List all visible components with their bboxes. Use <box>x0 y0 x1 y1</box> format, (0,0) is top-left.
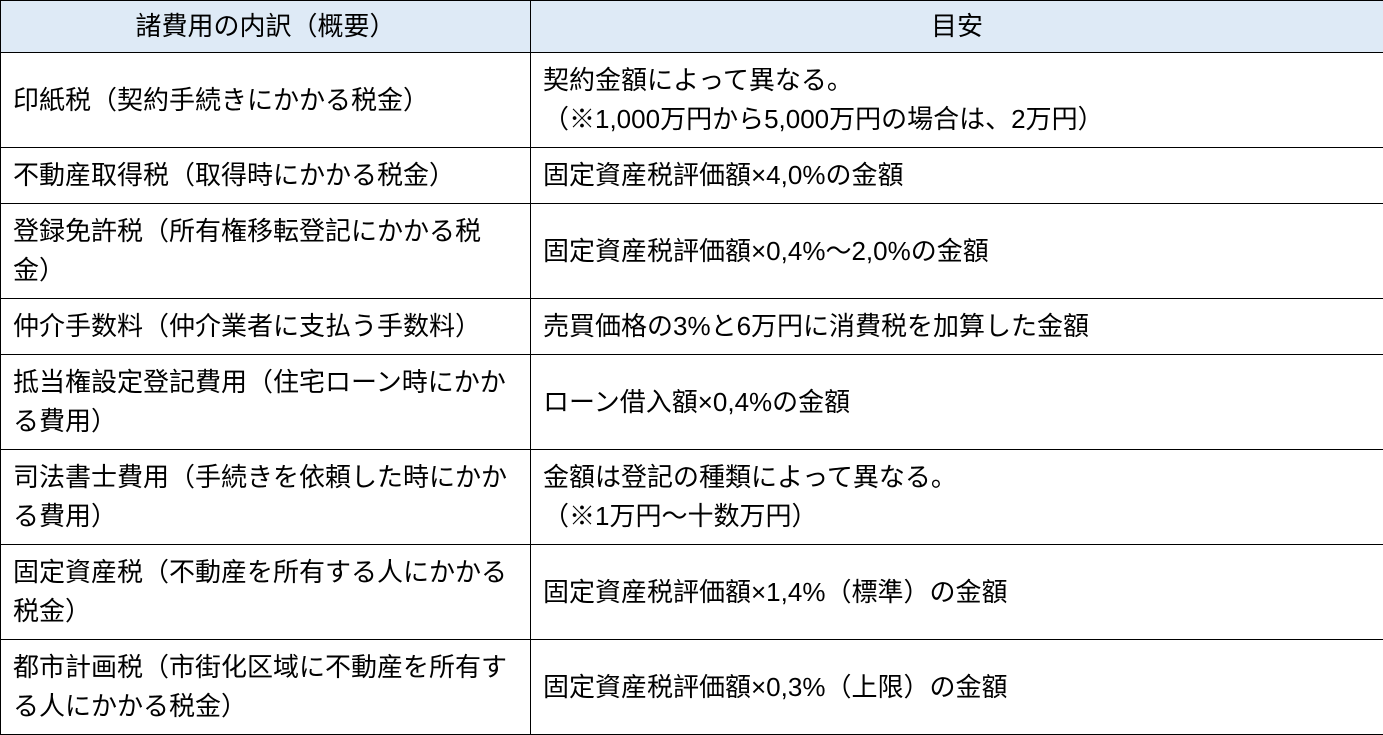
cell-estimate: 固定資産税評価額×0,4%～2,0%の金額 <box>531 204 1383 299</box>
fees-table: 諸費用の内訳（概要） 目安 印紙税（契約手続きにかかる税金）契約金額によって異な… <box>0 0 1383 735</box>
cell-estimate: 固定資産税評価額×4,0%の金額 <box>531 148 1383 204</box>
table-row: 仲介手数料（仲介業者に支払う手数料）売買価格の3%と6万円に消費税を加算した金額 <box>1 299 1383 355</box>
cell-breakdown: 不動産取得税（取得時にかかる税金） <box>1 148 531 204</box>
table-body: 印紙税（契約手続きにかかる税金）契約金額によって異なる。（※1,000万円から5… <box>1 53 1383 735</box>
cell-breakdown: 司法書士費用（手続きを依頼した時にかかる費用） <box>1 450 531 545</box>
cell-breakdown: 印紙税（契約手続きにかかる税金） <box>1 53 531 148</box>
cell-breakdown: 固定資産税（不動産を所有する人にかかる税金） <box>1 545 531 640</box>
cell-estimate: 固定資産税評価額×0,3%（上限）の金額 <box>531 640 1383 735</box>
table-row: 不動産取得税（取得時にかかる税金）固定資産税評価額×4,0%の金額 <box>1 148 1383 204</box>
cell-estimate: 固定資産税評価額×1,4%（標準）の金額 <box>531 545 1383 640</box>
cell-breakdown: 抵当権設定登記費用（住宅ローン時にかかる費用） <box>1 355 531 450</box>
table-row: 司法書士費用（手続きを依頼した時にかかる費用）金額は登記の種類によって異なる。（… <box>1 450 1383 545</box>
table-row: 印紙税（契約手続きにかかる税金）契約金額によって異なる。（※1,000万円から5… <box>1 53 1383 148</box>
header-estimate: 目安 <box>531 1 1383 53</box>
table-header-row: 諸費用の内訳（概要） 目安 <box>1 1 1383 53</box>
table-row: 固定資産税（不動産を所有する人にかかる税金）固定資産税評価額×1,4%（標準）の… <box>1 545 1383 640</box>
cell-breakdown: 登録免許税（所有権移転登記にかかる税金） <box>1 204 531 299</box>
cell-breakdown: 仲介手数料（仲介業者に支払う手数料） <box>1 299 531 355</box>
table-row: 登録免許税（所有権移転登記にかかる税金）固定資産税評価額×0,4%～2,0%の金… <box>1 204 1383 299</box>
table-row: 都市計画税（市街化区域に不動産を所有する人にかかる税金）固定資産税評価額×0,3… <box>1 640 1383 735</box>
header-breakdown: 諸費用の内訳（概要） <box>1 1 531 53</box>
cell-estimate: 売買価格の3%と6万円に消費税を加算した金額 <box>531 299 1383 355</box>
table-row: 抵当権設定登記費用（住宅ローン時にかかる費用）ローン借入額×0,4%の金額 <box>1 355 1383 450</box>
cell-estimate: 金額は登記の種類によって異なる。（※1万円～十数万円） <box>531 450 1383 545</box>
cell-breakdown: 都市計画税（市街化区域に不動産を所有する人にかかる税金） <box>1 640 531 735</box>
cell-estimate: 契約金額によって異なる。（※1,000万円から5,000万円の場合は、2万円） <box>531 53 1383 148</box>
cell-estimate: ローン借入額×0,4%の金額 <box>531 355 1383 450</box>
